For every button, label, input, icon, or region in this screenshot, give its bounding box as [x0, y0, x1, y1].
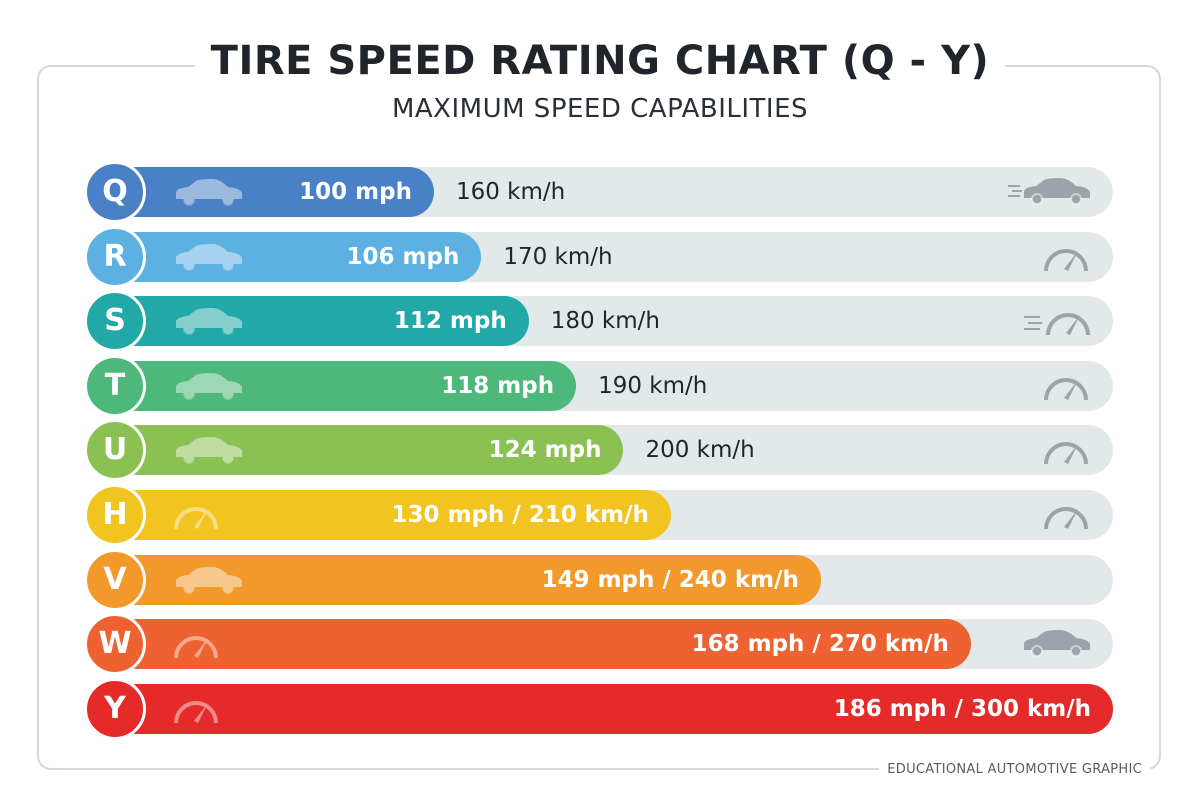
rating-badge: R — [84, 225, 146, 288]
mph-label: 106 mph — [346, 243, 460, 270]
speedometer-icon — [1042, 499, 1090, 535]
chart-subtitle: MAXIMUM SPEED CAPABILITIES — [391, 94, 809, 124]
bar-v — [128, 554, 821, 605]
rating-badge: H — [84, 484, 146, 546]
car-icon — [172, 242, 244, 276]
rating-badge: T — [84, 354, 146, 417]
bar-row-t: T 118 mph 190 km/h — [0, 354, 1200, 417]
bar-h — [128, 490, 671, 540]
bar-r — [128, 231, 482, 282]
mph-label: 168 mph / 270 km/h — [691, 631, 949, 658]
chart-title: TIRE SPEED RATING CHART (Q - Y) — [194, 38, 1006, 84]
car-icon — [172, 306, 244, 340]
car-icon — [1020, 628, 1092, 662]
bar-q — [128, 167, 434, 217]
bar-row-h: H 130 mph / 210 km/h — [0, 484, 1200, 546]
kmh-label: 190 km/h — [598, 372, 708, 399]
kmh-label: 180 km/h — [550, 308, 660, 335]
rating-badge: Y — [84, 677, 146, 740]
speedometer-icon — [1042, 370, 1090, 406]
bar-row-u: U 124 mph 200 km/h — [0, 419, 1200, 482]
mph-label: 112 mph — [393, 308, 507, 335]
footer-caption: EDUCATIONAL AUTOMOTIVE GRAPHIC — [879, 762, 1150, 777]
speedometer-icon — [172, 628, 220, 664]
bar-row-q: Q 100 mph 160 km/h — [0, 161, 1200, 223]
speedometer-icon — [172, 693, 220, 729]
rating-badge: W — [84, 613, 146, 676]
speedometer-icon — [1042, 241, 1090, 277]
bar-row-r: R 106 mph 170 km/h — [0, 225, 1200, 288]
speedometer-icon — [172, 499, 220, 535]
fast-car-icon — [1006, 176, 1092, 210]
car-icon — [172, 371, 244, 405]
mph-label: 124 mph — [488, 437, 602, 464]
kmh-label: 170 km/h — [503, 243, 613, 270]
rating-badge: Q — [84, 161, 146, 223]
speedometer-icon — [1042, 434, 1090, 470]
bar-row-y: Y 186 mph / 300 km/h — [0, 677, 1200, 740]
bar-u — [128, 425, 624, 476]
bar-s — [128, 296, 529, 347]
mph-label: 118 mph — [441, 372, 555, 399]
rating-badge: U — [84, 419, 146, 482]
bar-y — [128, 683, 1113, 734]
car-icon — [172, 177, 244, 211]
kmh-label: 160 km/h — [455, 179, 566, 205]
car-icon — [172, 565, 244, 599]
bar-row-w: W 168 mph / 270 km/h — [0, 613, 1200, 676]
chart-title-wrap: TIRE SPEED RATING CHART (Q - Y) — [0, 38, 1200, 84]
mph-label: 100 mph — [299, 179, 412, 205]
mph-label: 149 mph / 240 km/h — [541, 566, 799, 593]
car-icon — [172, 435, 244, 469]
mph-label: 186 mph / 300 km/h — [833, 695, 1091, 722]
fast-speedometer-icon — [1022, 305, 1092, 341]
bar-t — [128, 360, 577, 411]
bar-w — [128, 619, 971, 670]
bar-row-v: V 149 mph / 240 km/h — [0, 548, 1200, 611]
mph-label: 130 mph / 210 km/h — [391, 502, 649, 528]
rating-badge: V — [84, 548, 146, 611]
rating-badge: S — [84, 290, 146, 353]
bar-row-s: S 112 mph 180 km/h — [0, 290, 1200, 353]
kmh-label: 200 km/h — [645, 437, 755, 464]
